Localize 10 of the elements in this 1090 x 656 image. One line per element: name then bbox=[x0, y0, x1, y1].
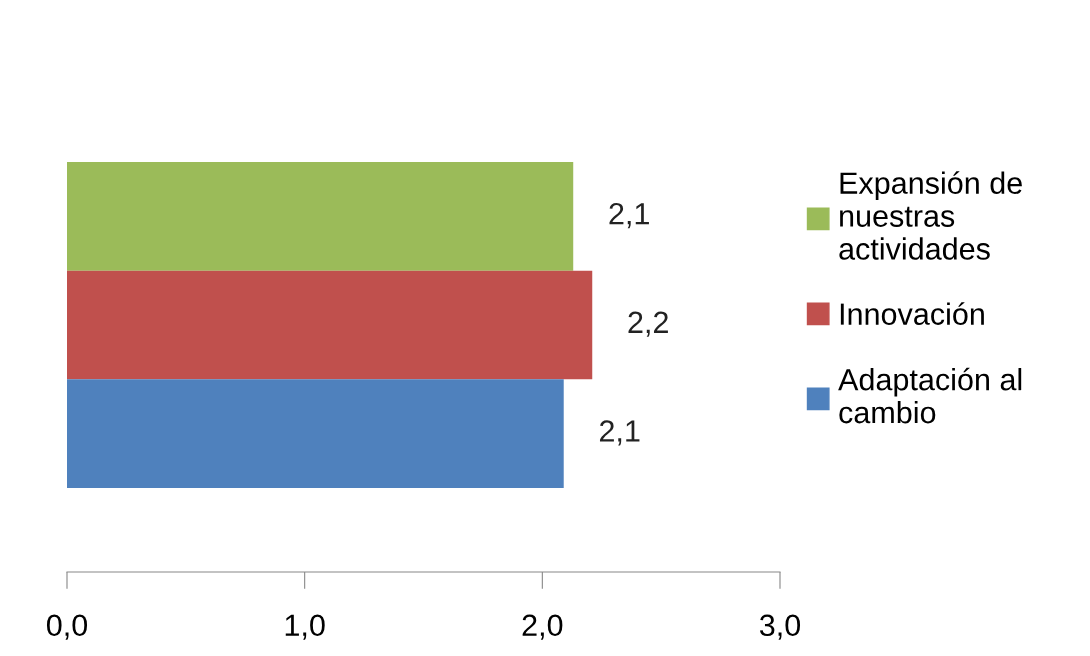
x-tick-label: 1,0 bbox=[285, 614, 325, 640]
legend-label: Innovación bbox=[840, 302, 984, 325]
data-label: 2,2 bbox=[628, 311, 668, 337]
x-tick-label: 0,0 bbox=[46, 614, 88, 640]
data-label: 2,1 bbox=[599, 420, 640, 446]
x-tick-label: 2,0 bbox=[522, 614, 563, 640]
x-tick-label: 3,0 bbox=[759, 614, 801, 640]
legend-label: Expansión de nuestras actividades bbox=[839, 171, 1022, 260]
data-label: 2,1 bbox=[609, 202, 649, 229]
legend-label: Adaptación al cambio bbox=[838, 367, 1022, 424]
